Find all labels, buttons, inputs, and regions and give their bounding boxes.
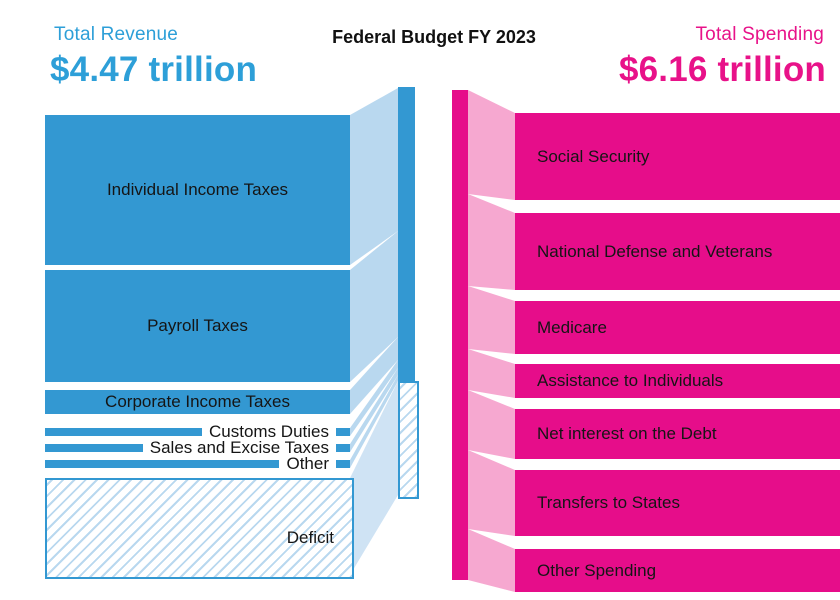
flow-national-defense xyxy=(468,194,515,290)
block-medicare: Medicare xyxy=(515,301,840,354)
block-label: Payroll Taxes xyxy=(147,316,248,335)
row-other-revenue: Other xyxy=(45,453,350,474)
flow-other-revenue xyxy=(350,375,398,468)
total-revenue-value: $4.47 trillion xyxy=(50,50,258,89)
block-deficit: Deficit xyxy=(45,478,354,579)
block-label: Corporate Income Taxes xyxy=(105,392,290,411)
block-social-security: Social Security xyxy=(515,113,840,200)
block-assistance-to-individuals: Assistance to Individuals xyxy=(515,364,840,398)
flow-assistance-to-individuals xyxy=(468,349,515,398)
flow-corporate-income-taxes xyxy=(350,337,398,414)
total-spending-value: $6.16 trillion xyxy=(618,50,826,89)
flow-sales-excise-taxes xyxy=(350,368,398,452)
block-payroll-taxes: Payroll Taxes xyxy=(45,270,350,382)
center-bar-revenue xyxy=(398,87,415,381)
bar-customs-duties xyxy=(45,428,350,436)
flow-medicare xyxy=(468,286,515,354)
center-bar-spending xyxy=(452,90,468,580)
block-transfers-to-states: Transfers to States xyxy=(515,470,840,536)
block-label: Other Spending xyxy=(537,560,657,580)
block-label: Transfers to States xyxy=(537,493,680,512)
flow-customs-duties xyxy=(350,360,398,436)
block-national-defense: National Defense and Veterans xyxy=(515,213,840,290)
flow-individual-income-taxes xyxy=(350,88,398,265)
total-spending-label: Total Spending xyxy=(695,24,824,45)
block-label: National Defense and Veterans xyxy=(537,241,773,261)
block-label: Net interest on the Debt xyxy=(537,424,717,443)
block-label: Medicare xyxy=(537,317,607,337)
block-net-interest: Net interest on the Debt xyxy=(515,409,840,459)
flow-other-spending xyxy=(468,529,515,592)
block-other-spending: Other Spending xyxy=(515,549,840,592)
flow-deficit xyxy=(350,381,398,575)
block-label: Social Security xyxy=(537,146,650,166)
bar-other-revenue xyxy=(45,460,350,468)
total-revenue-label: Total Revenue xyxy=(54,24,179,45)
row-customs-duties: Customs Duties xyxy=(45,421,350,442)
block-label: Assistance to Individuals xyxy=(537,371,724,390)
flow-transfers-to-states xyxy=(468,450,515,536)
block-corporate-income-taxes: Corporate Income Taxes xyxy=(45,390,350,414)
row-sales-excise-taxes: Sales and Excise Taxes xyxy=(45,437,350,458)
flow-social-security xyxy=(468,90,515,200)
flow-net-interest xyxy=(468,390,515,459)
block-individual-income-taxes: Individual Income Taxes xyxy=(45,115,350,265)
row-label: Customs Duties xyxy=(202,421,336,442)
row-label: Sales and Excise Taxes xyxy=(142,437,336,458)
block-label: Individual Income Taxes xyxy=(106,180,289,199)
deficit-label: Deficit xyxy=(286,528,334,547)
chart-title: Federal Budget FY 2023 xyxy=(332,27,536,47)
row-label: Other xyxy=(279,453,336,474)
flow-payroll-taxes xyxy=(350,231,398,382)
center-bar-deficit xyxy=(398,381,419,499)
